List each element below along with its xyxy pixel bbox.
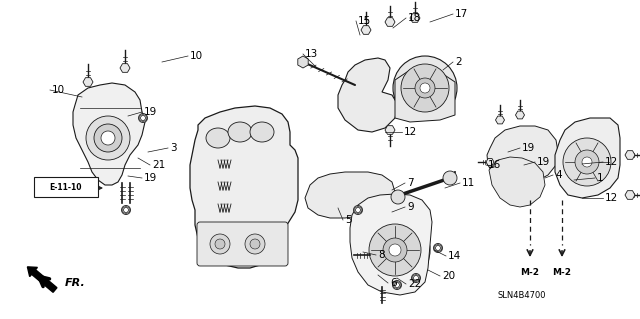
Text: 19: 19 (144, 173, 157, 183)
Circle shape (353, 205, 362, 214)
Polygon shape (385, 18, 395, 26)
Text: 7: 7 (407, 178, 413, 188)
Text: 17: 17 (455, 9, 468, 19)
Text: 4: 4 (555, 170, 562, 180)
Text: 12: 12 (605, 193, 618, 203)
Text: 3: 3 (170, 143, 177, 153)
Polygon shape (487, 126, 558, 185)
Circle shape (389, 244, 401, 256)
Circle shape (94, 124, 122, 152)
Circle shape (210, 234, 230, 254)
Text: 10: 10 (52, 85, 65, 95)
Text: 12: 12 (404, 127, 417, 137)
Text: 19: 19 (144, 107, 157, 117)
Text: 13: 13 (305, 49, 318, 59)
Polygon shape (489, 157, 545, 207)
Polygon shape (361, 26, 371, 34)
Circle shape (401, 64, 449, 112)
Circle shape (415, 78, 435, 98)
FancyArrow shape (28, 267, 57, 292)
FancyBboxPatch shape (197, 222, 288, 266)
Polygon shape (486, 159, 494, 166)
Polygon shape (625, 191, 635, 199)
Circle shape (575, 150, 599, 174)
Polygon shape (555, 118, 620, 198)
Polygon shape (73, 83, 145, 185)
Circle shape (563, 138, 611, 186)
Polygon shape (350, 194, 432, 295)
Polygon shape (515, 111, 525, 119)
Circle shape (436, 246, 440, 250)
Circle shape (394, 283, 399, 287)
Circle shape (420, 83, 430, 93)
Ellipse shape (250, 122, 274, 142)
Text: 15: 15 (358, 16, 371, 26)
Circle shape (412, 273, 420, 283)
Text: 12: 12 (605, 157, 618, 167)
Circle shape (356, 208, 360, 212)
Circle shape (86, 116, 130, 160)
Polygon shape (385, 126, 395, 134)
Polygon shape (298, 56, 308, 68)
Text: 18: 18 (408, 13, 421, 23)
Text: 21: 21 (152, 160, 165, 170)
Polygon shape (83, 78, 93, 86)
Circle shape (122, 205, 131, 214)
Text: 1: 1 (597, 173, 604, 183)
Text: 2: 2 (455, 57, 461, 67)
Text: 5: 5 (345, 215, 351, 225)
Circle shape (101, 131, 115, 145)
Ellipse shape (206, 128, 230, 148)
Circle shape (443, 171, 457, 185)
Ellipse shape (228, 122, 252, 142)
Polygon shape (190, 106, 298, 268)
Text: M-2: M-2 (552, 268, 572, 277)
Circle shape (369, 224, 421, 276)
Polygon shape (305, 172, 395, 218)
Text: 19: 19 (537, 157, 550, 167)
Polygon shape (625, 151, 635, 159)
Text: 16: 16 (488, 160, 501, 170)
Circle shape (245, 234, 265, 254)
Text: 9: 9 (407, 202, 413, 212)
Circle shape (138, 114, 147, 122)
Polygon shape (410, 14, 420, 22)
Polygon shape (495, 116, 504, 124)
Polygon shape (395, 70, 455, 122)
Circle shape (393, 56, 457, 120)
Circle shape (215, 239, 225, 249)
Text: 10: 10 (190, 51, 203, 61)
Circle shape (141, 115, 145, 121)
Text: FR.: FR. (65, 278, 86, 288)
Text: 6: 6 (390, 278, 397, 288)
Circle shape (360, 215, 430, 285)
Text: 19: 19 (522, 143, 535, 153)
Circle shape (582, 157, 592, 167)
Text: M-2: M-2 (520, 268, 540, 277)
Circle shape (433, 243, 442, 253)
Circle shape (124, 208, 129, 212)
Polygon shape (338, 58, 398, 132)
Circle shape (391, 190, 405, 204)
Text: 8: 8 (378, 250, 385, 260)
Circle shape (392, 280, 401, 290)
Circle shape (383, 238, 407, 262)
Circle shape (413, 276, 419, 280)
Text: 11: 11 (462, 178, 476, 188)
Text: 14: 14 (448, 251, 461, 261)
Polygon shape (120, 64, 130, 72)
Text: 22: 22 (408, 279, 421, 289)
FancyBboxPatch shape (34, 177, 98, 197)
Circle shape (250, 239, 260, 249)
Text: SLN4B4700: SLN4B4700 (498, 291, 547, 300)
Text: 20: 20 (442, 271, 455, 281)
Text: E-11-10: E-11-10 (50, 183, 83, 192)
